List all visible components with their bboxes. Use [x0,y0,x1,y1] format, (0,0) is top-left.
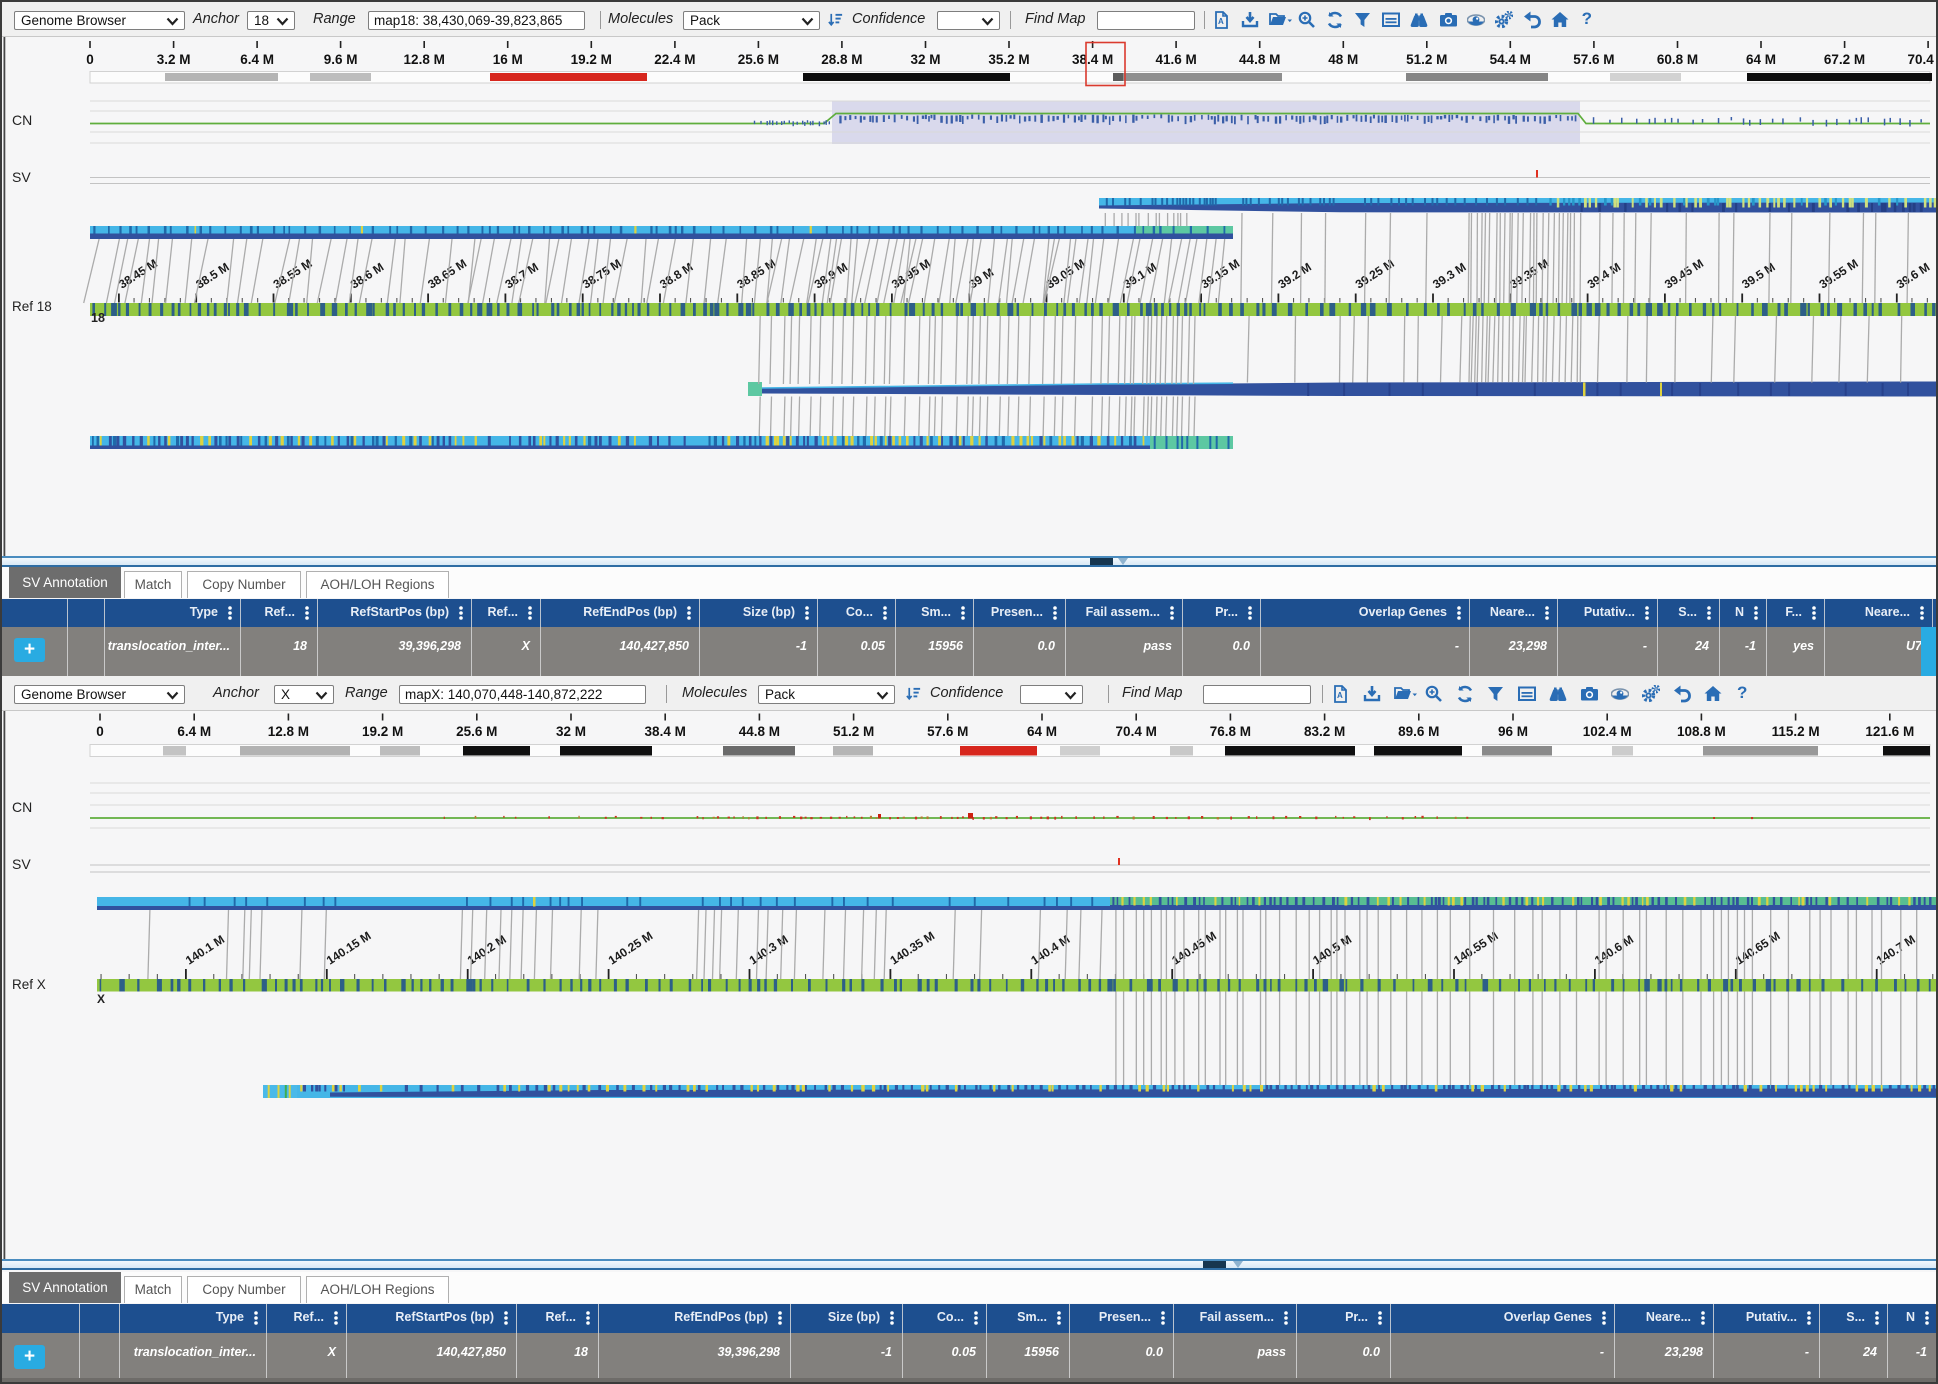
svg-text:83.2 M: 83.2 M [1304,724,1345,739]
svg-text:16 M: 16 M [493,52,523,67]
svg-text:Ref X: Ref X [12,977,46,992]
svg-text:39.2 M: 39.2 M [1276,260,1314,292]
svg-text:57.6 M: 57.6 M [927,724,968,739]
svg-text:121.6 M: 121.6 M [1865,724,1914,739]
svg-text:96 M: 96 M [1498,724,1528,739]
svg-text:70.4 M: 70.4 M [1907,52,1938,67]
svg-text:102.4 M: 102.4 M [1583,724,1632,739]
svg-text:140.35 M: 140.35 M [888,929,938,968]
svg-text:70.4 M: 70.4 M [1116,724,1157,739]
svg-text:6.4 M: 6.4 M [177,724,211,739]
svg-text:39.5 M: 39.5 M [1739,260,1777,292]
svg-text:22.4 M: 22.4 M [654,52,695,67]
svg-text:140.25 M: 140.25 M [606,929,656,968]
svg-text:57.6 M: 57.6 M [1573,52,1614,67]
svg-text:41.6 M: 41.6 M [1155,52,1196,67]
svg-text:64 M: 64 M [1027,724,1057,739]
svg-text:115.2 M: 115.2 M [1772,724,1820,739]
svg-text:108.8 M: 108.8 M [1677,724,1726,739]
svg-text:140.45 M: 140.45 M [1169,929,1219,968]
svg-text:32 M: 32 M [556,724,586,739]
svg-text:SV: SV [12,856,31,872]
svg-text:44.8 M: 44.8 M [739,724,780,739]
svg-text:38.4 M: 38.4 M [645,724,686,739]
svg-text:25.6 M: 25.6 M [738,52,779,67]
svg-text:54.4 M: 54.4 M [1490,52,1531,67]
svg-text:9.6 M: 9.6 M [324,52,358,67]
svg-text:0: 0 [86,52,94,67]
svg-text:32 M: 32 M [910,52,940,67]
svg-text:89.6 M: 89.6 M [1398,724,1439,739]
svg-text:48 M: 48 M [1328,52,1358,67]
svg-text:39.55 M: 39.55 M [1817,256,1861,291]
svg-text:38.5 M: 38.5 M [193,260,231,292]
svg-text:38.4 M: 38.4 M [1072,52,1113,67]
svg-text:19.2 M: 19.2 M [362,724,403,739]
svg-text:39.4 M: 39.4 M [1585,260,1623,292]
svg-text:140.3 M: 140.3 M [747,932,791,967]
svg-text:SV: SV [12,169,31,185]
svg-text:140.7 M: 140.7 M [1874,932,1918,967]
svg-text:28.8 M: 28.8 M [821,52,862,67]
svg-text:Ref 18: Ref 18 [12,299,52,314]
svg-text:CN: CN [12,799,32,815]
svg-text:12.8 M: 12.8 M [404,52,445,67]
svg-text:0: 0 [96,724,104,739]
svg-text:39.45 M: 39.45 M [1662,256,1706,291]
svg-text:6.4 M: 6.4 M [240,52,274,67]
svg-text:64 M: 64 M [1746,52,1776,67]
svg-text:39.3 M: 39.3 M [1430,260,1468,292]
svg-text:19.2 M: 19.2 M [571,52,612,67]
svg-text:140.5 M: 140.5 M [1310,932,1354,967]
svg-text:3.2 M: 3.2 M [157,52,191,67]
svg-text:51.2 M: 51.2 M [1406,52,1447,67]
svg-text:67.2 M: 67.2 M [1824,52,1865,67]
svg-text:12.8 M: 12.8 M [268,724,309,739]
svg-text:140.15 M: 140.15 M [324,929,374,968]
svg-text:44.8 M: 44.8 M [1239,52,1280,67]
svg-text:35.2 M: 35.2 M [988,52,1029,67]
svg-text:51.2 M: 51.2 M [833,724,874,739]
svg-text:140.1 M: 140.1 M [183,932,227,967]
svg-text:39.6 M: 39.6 M [1894,260,1932,292]
svg-text:25.6 M: 25.6 M [456,724,497,739]
svg-text:X: X [97,992,105,1006]
svg-text:60.8 M: 60.8 M [1657,52,1698,67]
svg-text:CN: CN [12,112,32,128]
svg-text:18: 18 [91,311,105,325]
svg-text:140.65 M: 140.65 M [1733,929,1783,968]
svg-text:76.8 M: 76.8 M [1210,724,1251,739]
